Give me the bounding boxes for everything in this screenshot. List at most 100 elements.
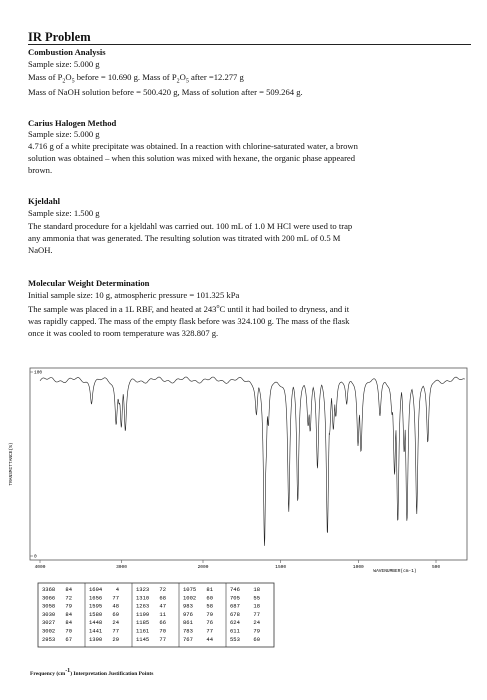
peak-transmittance: 69 <box>112 611 119 618</box>
text: before = 10.690 g. Mass of P <box>74 72 177 82</box>
y-tick-label: 100 <box>34 370 42 376</box>
peak-frequency: 1441 <box>89 628 103 635</box>
plot-frame <box>29 367 468 561</box>
heading: Carius Halogen Method <box>28 118 117 128</box>
text: Mass of P2O5 before = 10.690 g. Mass of … <box>28 73 244 85</box>
heading: Molecular Weight Determination <box>28 278 150 288</box>
peak-transmittance: 77 <box>112 628 119 635</box>
superscript: o <box>216 304 220 310</box>
text: Mass of P <box>28 72 63 82</box>
peak-frequency: 1185 <box>136 619 149 626</box>
peak-transmittance: 72 <box>159 586 166 593</box>
text: any ammonia that was generated. The resu… <box>28 233 341 243</box>
peak-frequency: 1310 <box>136 594 149 601</box>
x-tick-label: 3000 <box>116 564 127 570</box>
text: Sample size: 1.500 g <box>28 208 100 218</box>
peak-transmittance: 81 <box>206 586 213 593</box>
peak-frequency: 1161 <box>136 628 150 635</box>
peak-frequency: 783 <box>183 628 193 635</box>
subscript: 2 <box>62 78 66 85</box>
peak-frequency: 861 <box>183 619 194 626</box>
peak-transmittance: 44 <box>206 636 213 643</box>
text: 4.716 g of a white precipitate was obtai… <box>28 141 358 151</box>
peak-transmittance: 24 <box>253 619 260 626</box>
peak-transmittance: 60 <box>206 594 213 601</box>
peak-transmittance: 84 <box>65 611 72 618</box>
peak-transmittance: 18 <box>253 603 260 610</box>
peak-transmittance: 84 <box>65 586 72 593</box>
peak-transmittance: 66 <box>159 619 166 626</box>
text: NaOH. <box>28 245 53 255</box>
text: solution was obtained – when this soluti… <box>28 153 356 163</box>
peak-frequency: 1580 <box>89 611 102 618</box>
peak-frequency: 1145 <box>136 636 149 643</box>
peak-transmittance: 79 <box>253 628 260 635</box>
peak-frequency: 1656 <box>89 594 102 601</box>
peak-transmittance: 76 <box>206 619 213 626</box>
peak-frequency: 3368 <box>42 586 55 593</box>
peak-frequency: 678 <box>230 611 240 618</box>
x-axis-label: WAVENUMBER(cm-1) <box>373 568 416 574</box>
peak-frequency: 553 <box>230 636 240 643</box>
text: after =12.277 g <box>188 72 244 82</box>
caption: Frequency (cm-1) Interpretation Justific… <box>30 668 153 677</box>
peak-transmittance: 79 <box>206 611 213 618</box>
x-tick-label: 2000 <box>198 564 209 570</box>
peak-frequency: 1263 <box>136 603 149 610</box>
peak-transmittance: 84 <box>65 619 72 626</box>
peak-transmittance: 70 <box>65 628 72 635</box>
peak-transmittance: 47 <box>159 603 166 610</box>
text: Sample size: 5.000 g <box>28 59 100 69</box>
peak-frequency: 2953 <box>42 636 55 643</box>
text: Frequency (cm <box>30 670 66 677</box>
text: The standard procedure for a kjeldahl wa… <box>28 221 353 231</box>
peak-frequency: 767 <box>183 636 193 643</box>
peak-frequency: 1604 <box>89 586 103 593</box>
peak-frequency: 1199 <box>136 611 149 618</box>
title: IR Problem <box>28 30 91 44</box>
peak-table-frame <box>37 582 275 648</box>
peak-transmittance: 55 <box>253 594 260 601</box>
peak-transmittance: 29 <box>112 636 119 643</box>
peak-transmittance: 72 <box>65 594 72 601</box>
x-tick-label: 500 <box>432 564 440 570</box>
peak-frequency: 3058 <box>42 603 55 610</box>
text: brown. <box>28 165 53 175</box>
text: The sample was placed in a 1L RBF, and h… <box>28 304 349 313</box>
subscript: 5 <box>71 78 75 85</box>
peak-transmittance: 77 <box>159 636 166 643</box>
peak-transmittance: 77 <box>206 628 213 635</box>
text: was rapidly capped. The mass of the empt… <box>28 316 350 326</box>
peak-frequency: 3027 <box>42 619 55 626</box>
peak-frequency: 687 <box>230 603 240 610</box>
peak-transmittance: 67 <box>65 636 72 643</box>
peak-transmittance: 70 <box>159 628 166 635</box>
peak-frequency: 983 <box>183 603 193 610</box>
peak-transmittance: 68 <box>159 594 166 601</box>
peak-transmittance: 24 <box>112 619 119 626</box>
peak-transmittance: 11 <box>159 611 166 618</box>
peak-frequency: 611 <box>230 628 241 635</box>
peak-transmittance: 79 <box>65 603 72 610</box>
peak-transmittance: 18 <box>253 586 260 593</box>
peak-frequency: 1075 <box>183 586 196 593</box>
peak-frequency: 1390 <box>89 636 102 643</box>
peak-transmittance: 77 <box>253 611 260 618</box>
subscript: 2 <box>176 78 180 85</box>
x-tick-label: 4000 <box>35 564 46 570</box>
peak-frequency: 746 <box>230 586 240 593</box>
peak-frequency: 624 <box>230 619 241 626</box>
spectrum-curve <box>39 376 465 546</box>
peak-frequency: 3002 <box>42 628 55 635</box>
text: Mass of NaOH solution before = 500.420 g… <box>28 87 303 97</box>
peak-frequency: 1002 <box>183 594 196 601</box>
x-tick-label: 1000 <box>353 564 364 570</box>
peak-frequency: 1323 <box>136 586 149 593</box>
peak-frequency: 3030 <box>42 611 55 618</box>
peak-transmittance: 48 <box>112 603 119 610</box>
y-axis-label: TRANSMITTANCE(%) <box>8 442 14 485</box>
text: once it was cooled to room temperature w… <box>28 328 219 338</box>
peak-transmittance: 77 <box>112 594 119 601</box>
